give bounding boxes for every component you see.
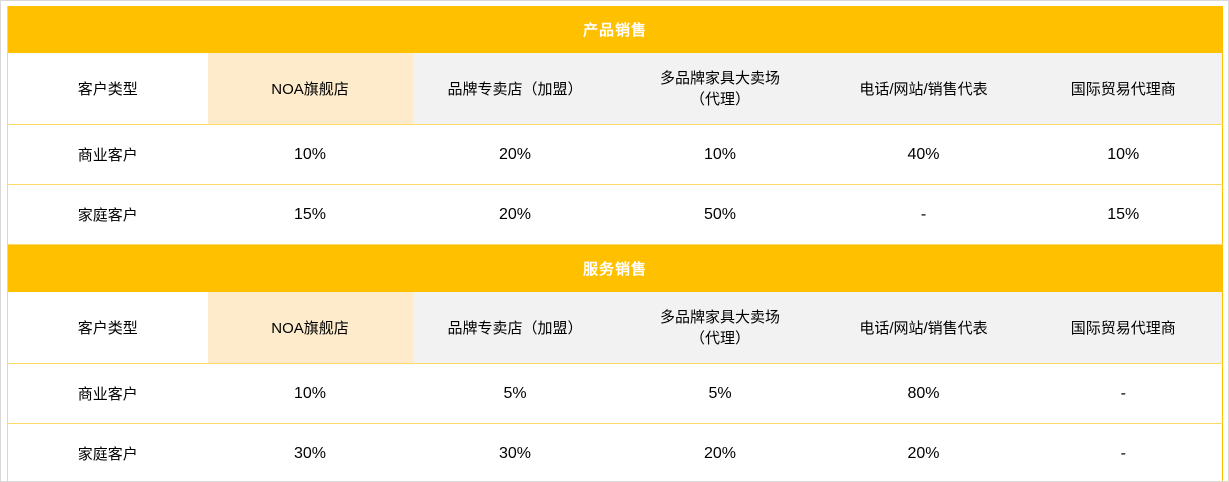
column-header-multibrand-mall: 多品牌家具大卖场 （代理） (617, 292, 823, 364)
column-header-brand-franchise: 品牌专卖店（加盟） (412, 292, 618, 364)
value-cell: 5% (412, 363, 618, 424)
value-cell: 20% (412, 124, 618, 185)
value-cell: 20% (822, 423, 1025, 481)
section-banner-service-sales: 服务销售 (7, 244, 1223, 292)
column-header-phone-web-rep: 电话/网站/销售代表 (822, 53, 1025, 125)
column-header-noa-flagship: NOA旗舰店 (207, 53, 413, 125)
value-cell: 80% (822, 363, 1025, 424)
column-header-intl-trade-agent: 国际贸易代理商 (1024, 292, 1223, 364)
value-cell: 10% (207, 124, 413, 185)
column-header-noa-flagship: NOA旗舰店 (207, 292, 413, 364)
value-cell: 30% (207, 423, 413, 481)
value-cell: 50% (617, 184, 823, 245)
value-cell: 10% (617, 124, 823, 185)
value-cell: 10% (1024, 124, 1223, 185)
header-row-service: 客户类型 NOA旗舰店 品牌专卖店（加盟） 多品牌家具大卖场 （代理） 电话/网… (7, 292, 1223, 364)
column-header-customer-type: 客户类型 (7, 292, 208, 364)
header-row-product: 客户类型 NOA旗舰店 品牌专卖店（加盟） 多品牌家具大卖场 （代理） 电话/网… (7, 53, 1223, 125)
value-cell: - (1024, 423, 1223, 481)
value-cell: 10% (207, 363, 413, 424)
value-cell: 40% (822, 124, 1025, 185)
value-cell: 20% (617, 423, 823, 481)
section-title: 产品销售 (7, 6, 1223, 53)
row-label: 家庭客户 (7, 423, 208, 481)
value-cell: - (822, 184, 1025, 245)
value-cell: 15% (207, 184, 413, 245)
row-label: 商业客户 (7, 124, 208, 185)
value-cell: 20% (412, 184, 618, 245)
table-row-service-business: 商业客户 10% 5% 5% 80% - (7, 363, 1223, 424)
value-cell: 15% (1024, 184, 1223, 245)
row-label: 商业客户 (7, 363, 208, 424)
column-header-multibrand-mall: 多品牌家具大卖场 （代理） (617, 53, 823, 125)
table-row-product-business: 商业客户 10% 20% 10% 40% 10% (7, 124, 1223, 185)
sales-distribution-table: 产品销售 客户类型 NOA旗舰店 品牌专卖店（加盟） 多品牌家具大卖场 （代理）… (7, 6, 1224, 481)
table-row-service-home: 家庭客户 30% 30% 20% 20% - (7, 423, 1223, 481)
column-header-intl-trade-agent: 国际贸易代理商 (1024, 53, 1223, 125)
value-cell: - (1024, 363, 1223, 424)
column-header-phone-web-rep: 电话/网站/销售代表 (822, 292, 1025, 364)
value-cell: 5% (617, 363, 823, 424)
column-header-brand-franchise: 品牌专卖店（加盟） (412, 53, 618, 125)
value-cell: 30% (412, 423, 618, 481)
section-banner-product-sales: 产品销售 (7, 6, 1223, 53)
section-title: 服务销售 (7, 244, 1223, 292)
table-row-product-home: 家庭客户 15% 20% 50% - 15% (7, 184, 1223, 245)
column-header-customer-type: 客户类型 (7, 53, 208, 125)
row-label: 家庭客户 (7, 184, 208, 245)
